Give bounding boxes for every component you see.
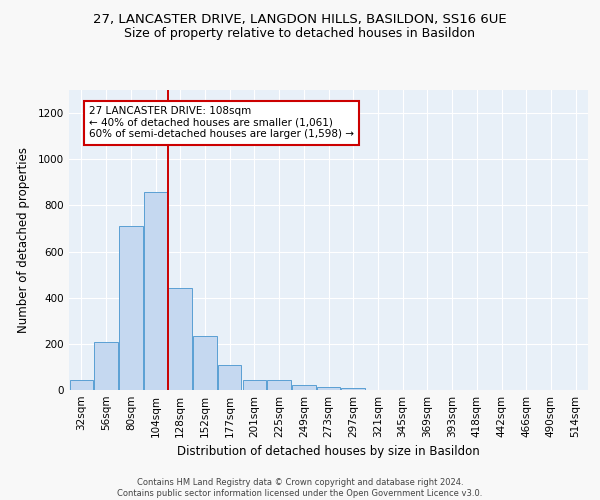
- Bar: [144, 192, 167, 390]
- Bar: [218, 365, 241, 390]
- Bar: [169, 288, 192, 390]
- Text: 27 LANCASTER DRIVE: 108sqm
← 40% of detached houses are smaller (1,061)
60% of s: 27 LANCASTER DRIVE: 108sqm ← 40% of deta…: [89, 106, 354, 140]
- Bar: [70, 380, 93, 390]
- Text: 27, LANCASTER DRIVE, LANGDON HILLS, BASILDON, SS16 6UE: 27, LANCASTER DRIVE, LANGDON HILLS, BASI…: [93, 12, 507, 26]
- Bar: [242, 380, 266, 390]
- Bar: [268, 380, 291, 390]
- Bar: [317, 387, 340, 390]
- Bar: [292, 385, 316, 390]
- X-axis label: Distribution of detached houses by size in Basildon: Distribution of detached houses by size …: [177, 446, 480, 458]
- Text: Contains HM Land Registry data © Crown copyright and database right 2024.
Contai: Contains HM Land Registry data © Crown c…: [118, 478, 482, 498]
- Bar: [193, 336, 217, 390]
- Bar: [94, 342, 118, 390]
- Y-axis label: Number of detached properties: Number of detached properties: [17, 147, 29, 333]
- Text: Size of property relative to detached houses in Basildon: Size of property relative to detached ho…: [125, 28, 476, 40]
- Bar: [341, 388, 365, 390]
- Bar: [119, 226, 143, 390]
